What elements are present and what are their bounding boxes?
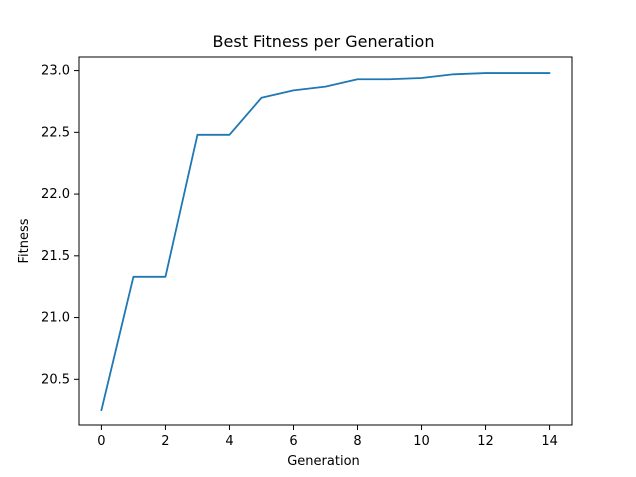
x-tick-label: 10: [413, 434, 430, 449]
x-tick-label: 2: [161, 434, 169, 449]
axes-frame: [78, 56, 573, 426]
y-axis-label: Fitness: [17, 218, 32, 263]
y-tick-label: 23.0: [41, 64, 70, 79]
x-axis-label: Generation: [287, 454, 360, 469]
y-axis-ticks: 20.5 21.0 21.5 22.0 22.5 23.0: [41, 64, 79, 387]
x-tick-label: 12: [477, 434, 494, 449]
x-axis-ticks: 0 2 4 6 8 10 12 14: [97, 425, 558, 449]
y-tick-label: 22.0: [41, 187, 70, 202]
x-tick-label: 6: [289, 434, 297, 449]
series-layer: [100, 72, 551, 412]
y-tick-label: 22.5: [41, 125, 70, 140]
y-tick-label: 21.0: [41, 311, 70, 326]
fitness-series-line: [100, 72, 551, 412]
y-tick-label: 20.5: [41, 372, 70, 387]
x-tick-label: 4: [225, 434, 233, 449]
plot-area: [78, 56, 573, 426]
y-tick-label: 21.5: [41, 249, 70, 264]
chart-title: Best Fitness per Generation: [213, 32, 435, 51]
x-tick-label: 8: [353, 434, 361, 449]
x-tick-label: 0: [97, 434, 105, 449]
x-tick-label: 14: [541, 434, 558, 449]
